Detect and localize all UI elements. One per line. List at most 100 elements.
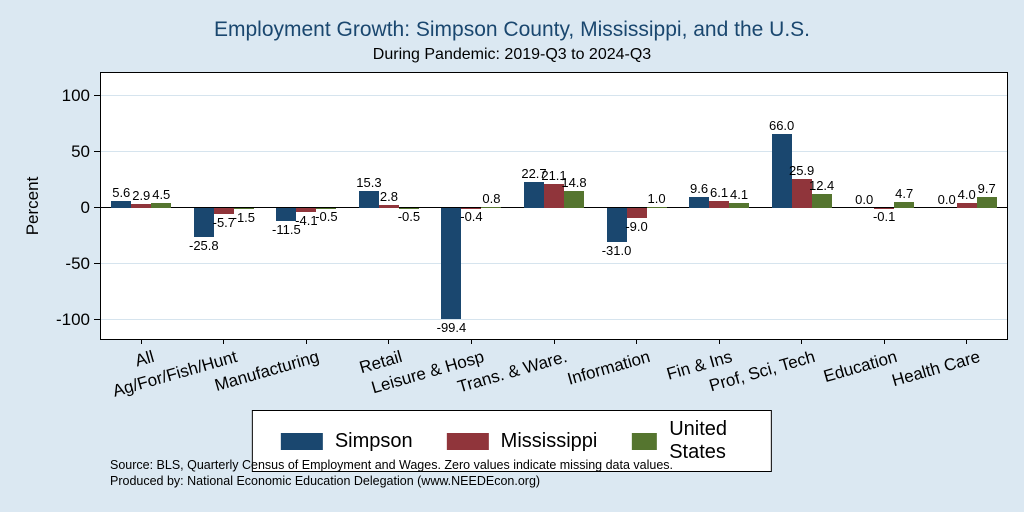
bar-united-states [894, 202, 915, 208]
x-tick-label: Health Care [889, 347, 982, 391]
x-tick-mark [966, 340, 968, 344]
bar-united-states [233, 207, 254, 210]
bar-value-label: 15.3 [356, 174, 382, 190]
bar-value-label: 22.7 [521, 166, 547, 182]
y-tick-mark [94, 207, 100, 209]
y-tick-label: 50 [71, 141, 90, 161]
bar-value-label: -4.1 [295, 213, 318, 229]
zero-line [101, 207, 1007, 209]
bar-value-label: -5.7 [212, 215, 236, 231]
bar-value-label: -0.5 [315, 209, 338, 225]
bar-simpson [276, 207, 297, 221]
bar-value-label: 4.1 [730, 187, 749, 203]
legend-item-united-states: United States [631, 418, 743, 464]
bar-simpson [524, 182, 544, 208]
x-tick-mark [305, 340, 307, 344]
bar-united-states [811, 193, 832, 208]
y-tick-label: 0 [80, 197, 90, 217]
bar-simpson [771, 133, 792, 208]
bar-simpson [689, 196, 710, 208]
legend-label-mississippi: Mississippi [500, 429, 598, 452]
legend-label-simpson: Simpson [334, 429, 413, 452]
bar-mississippi [213, 207, 234, 215]
chart-title: Employment Growth: Simpson County, Missi… [213, 18, 810, 41]
bar-mississippi [131, 204, 152, 208]
bar-mississippi [296, 207, 317, 213]
x-tick-mark [718, 340, 720, 344]
bar-simpson [193, 207, 214, 237]
source-note-line2: Produced by: National Economic Education… [110, 474, 541, 488]
bar-mississippi [378, 204, 399, 208]
x-tick-mark [223, 340, 225, 344]
bar-value-label: 66.0 [768, 117, 795, 133]
bar-mississippi [544, 184, 564, 208]
bar-simpson [358, 190, 379, 208]
y-tick-label: -100 [55, 309, 90, 329]
bar-simpson [441, 207, 462, 320]
legend-swatch-united-states [631, 432, 658, 450]
bar-simpson [606, 207, 627, 243]
bar-united-states [151, 202, 172, 208]
bar-value-label: -9.0 [625, 218, 648, 234]
x-tick-mark [388, 340, 390, 344]
legend: Simpson Mississippi United States [251, 410, 773, 472]
bar-value-label: 0.8 [482, 190, 501, 206]
legend-item-mississippi: Mississippi [446, 429, 598, 453]
bar-mississippi [791, 178, 812, 208]
gridline [101, 95, 1007, 97]
bar-mississippi [709, 200, 730, 208]
bar-value-label: 4.5 [152, 186, 171, 202]
legend-item-simpson: Simpson [280, 429, 413, 453]
x-tick-label: Information [564, 347, 652, 389]
bar-simpson [111, 201, 132, 208]
bar-value-label: -11.5 [272, 221, 301, 237]
gridline [101, 319, 1007, 321]
source-note-line1: Source: BLS, Quarterly Census of Employm… [110, 458, 674, 472]
bar-value-label: 25.9 [788, 162, 815, 178]
bar-value-label: -31.0 [601, 243, 632, 259]
bar-united-states [729, 203, 750, 208]
bar-united-states [398, 207, 419, 209]
bar-united-states [316, 207, 337, 209]
bar-mississippi [626, 207, 647, 218]
y-axis-title: Percent [23, 176, 42, 236]
bar-united-states [481, 206, 502, 208]
x-tick-label: Education [821, 347, 900, 387]
bar-value-label: 21.1 [541, 168, 567, 184]
bar-mississippi [956, 203, 977, 208]
bar-value-label: -1.5 [232, 210, 256, 226]
x-tick-mark [553, 340, 555, 344]
x-tick-mark [883, 340, 885, 344]
bar-united-states [976, 196, 997, 208]
x-tick-label: All [133, 347, 157, 371]
gridline [101, 151, 1007, 153]
bar-value-label: 12.4 [808, 177, 835, 193]
bar-value-label: 5.6 [112, 185, 131, 201]
legend-swatch-simpson [280, 432, 323, 450]
chart-subtitle: During Pandemic: 2019-Q3 to 2024-Q3 [372, 46, 652, 63]
bar-united-states [646, 206, 667, 208]
bar-value-label: 4.0 [957, 187, 976, 203]
bar-value-label: 14.8 [561, 175, 587, 191]
bar-value-label: -25.8 [188, 237, 219, 253]
bar-value-label: 2.9 [132, 188, 151, 204]
bar-value-label: 0.0 [855, 191, 874, 207]
bar-value-label: -0.4 [460, 209, 483, 225]
y-tick-mark [94, 95, 100, 97]
bar-value-label: 6.1 [710, 184, 729, 200]
bar-value-label: 2.8 [379, 188, 398, 204]
bar-united-states [564, 191, 584, 208]
x-tick-mark [140, 340, 142, 344]
y-tick-mark [94, 263, 100, 265]
bar-value-label: 9.6 [690, 180, 709, 196]
y-tick-mark [94, 151, 100, 153]
y-tick-label: 100 [61, 85, 90, 105]
bar-value-label: 9.7 [977, 180, 996, 196]
x-tick-mark [801, 340, 803, 344]
legend-label-united-states: United States [669, 418, 728, 463]
bar-value-label: -0.1 [872, 208, 896, 224]
y-tick-label: -50 [65, 253, 90, 273]
x-tick-mark [470, 340, 472, 344]
